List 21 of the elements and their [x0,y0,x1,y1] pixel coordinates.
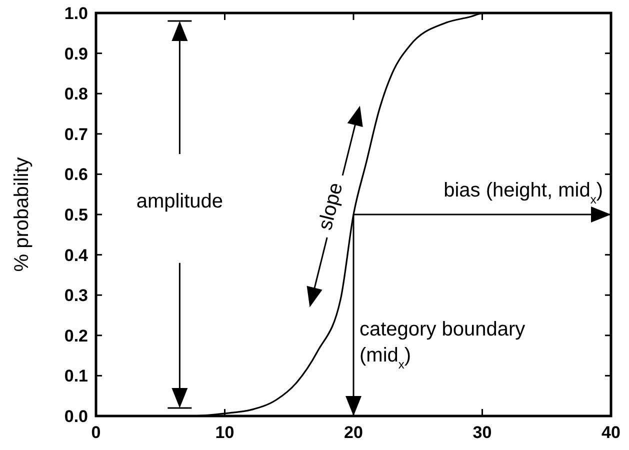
y-tick-label: 0.7 [64,124,88,144]
x-tick-label: 10 [215,423,234,442]
annotation: bias (height, mid$_{x}$) [444,180,603,206]
y-axis-title: % probability [11,157,33,272]
x-tick-label: 40 [602,423,620,442]
y-tick-label: 0.0 [64,407,88,426]
y-tick-label: 1.0 [64,4,88,23]
annotation: category boundary (mid$_{x}$) [360,318,526,372]
annotation: slope [314,180,348,232]
y-tick-label: 0.4 [64,246,89,265]
y-tick-label: 0.8 [64,84,88,104]
x-tick-label: 0 [91,423,101,442]
y-tick-label: 0.9 [64,44,88,64]
y-tick-label: 0.2 [64,326,88,346]
y-tick-label: 0.3 [64,286,88,306]
x-tick-label: 20 [344,423,363,442]
x-tick-label: 30 [472,423,492,442]
y-tick-label: 0.5 [64,206,88,224]
y-tick-label: 0.6 [64,165,88,184]
annotation: amplitude [136,190,224,212]
y-tick-label: 0.1 [64,366,88,386]
